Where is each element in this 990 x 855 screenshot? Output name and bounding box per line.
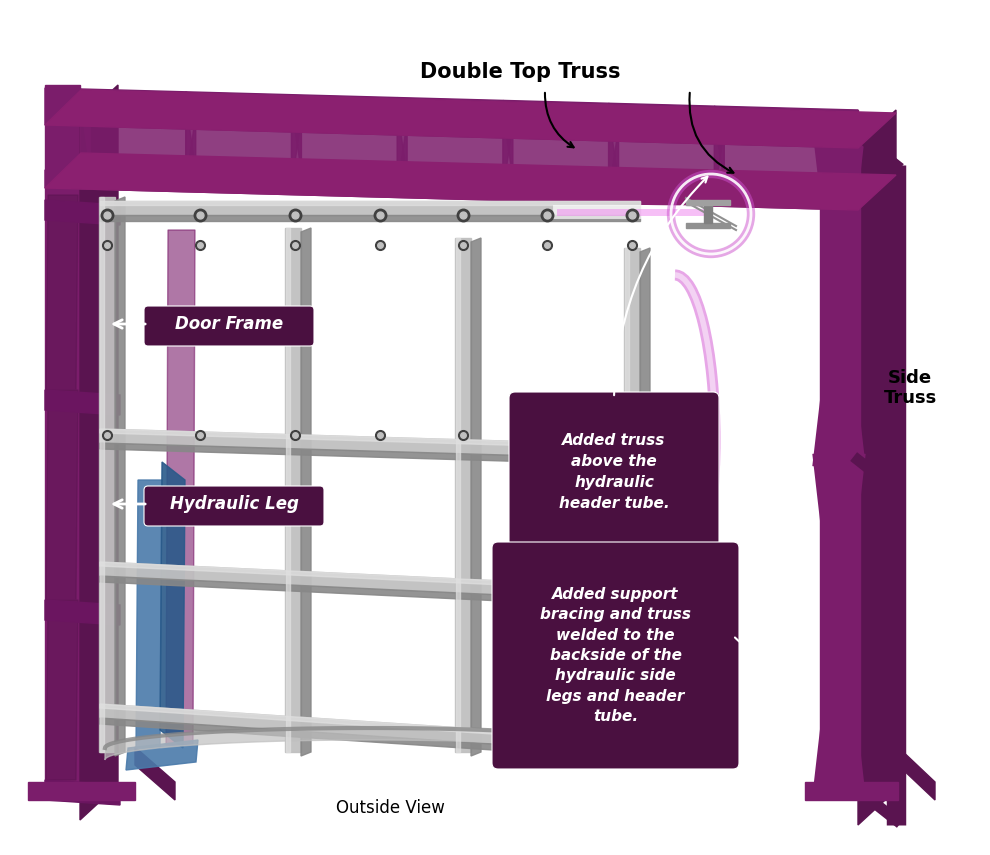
Polygon shape [898, 747, 935, 800]
Polygon shape [704, 205, 712, 223]
FancyBboxPatch shape [509, 392, 719, 552]
Polygon shape [46, 600, 78, 780]
Polygon shape [397, 97, 407, 185]
Polygon shape [80, 89, 90, 176]
Polygon shape [285, 228, 301, 752]
Polygon shape [46, 600, 78, 780]
Polygon shape [45, 88, 858, 148]
Polygon shape [397, 108, 515, 192]
Text: Door Frame: Door Frame [175, 315, 283, 333]
Polygon shape [46, 390, 78, 600]
Polygon shape [115, 197, 125, 756]
Polygon shape [28, 782, 135, 800]
Polygon shape [471, 238, 481, 756]
Polygon shape [100, 443, 637, 465]
FancyBboxPatch shape [492, 542, 739, 769]
Polygon shape [99, 197, 115, 752]
Polygon shape [100, 562, 635, 592]
Polygon shape [166, 230, 195, 745]
Polygon shape [46, 195, 78, 390]
Polygon shape [80, 85, 118, 820]
Polygon shape [45, 90, 896, 148]
Polygon shape [105, 728, 635, 760]
Polygon shape [100, 704, 632, 743]
Polygon shape [286, 228, 290, 752]
Polygon shape [100, 562, 635, 601]
Polygon shape [45, 390, 120, 415]
Polygon shape [186, 91, 196, 179]
Polygon shape [291, 104, 409, 190]
Polygon shape [858, 110, 896, 825]
Polygon shape [100, 201, 640, 215]
Polygon shape [136, 480, 162, 748]
Text: Added truss
above the
hydraulic
header tube.: Added truss above the hydraulic header t… [558, 433, 669, 511]
Polygon shape [503, 100, 513, 187]
Polygon shape [100, 215, 640, 221]
Polygon shape [715, 106, 725, 193]
Polygon shape [186, 102, 303, 186]
Polygon shape [715, 116, 832, 201]
Text: Added support
bracing and truss
welded to the
backside of the
hydraulic side
leg: Added support bracing and truss welded t… [540, 587, 691, 724]
Polygon shape [640, 248, 650, 744]
Polygon shape [609, 103, 619, 190]
FancyBboxPatch shape [144, 486, 324, 526]
Polygon shape [100, 201, 640, 205]
Polygon shape [100, 718, 632, 759]
Polygon shape [100, 197, 104, 752]
FancyBboxPatch shape [144, 306, 314, 346]
Polygon shape [45, 85, 80, 785]
Polygon shape [100, 576, 635, 607]
Polygon shape [45, 170, 858, 210]
Polygon shape [45, 200, 120, 225]
Polygon shape [46, 195, 78, 390]
Polygon shape [126, 740, 198, 770]
Polygon shape [503, 110, 621, 195]
Polygon shape [455, 238, 471, 752]
Polygon shape [45, 780, 120, 805]
Polygon shape [456, 238, 460, 752]
Polygon shape [609, 113, 727, 198]
Polygon shape [838, 130, 860, 790]
Polygon shape [100, 704, 632, 753]
Polygon shape [45, 600, 120, 625]
Polygon shape [301, 228, 311, 756]
Polygon shape [46, 390, 78, 600]
Polygon shape [805, 782, 898, 800]
Polygon shape [820, 110, 858, 790]
Text: Hydraulic Leg: Hydraulic Leg [169, 495, 298, 513]
Polygon shape [80, 99, 198, 184]
Polygon shape [100, 429, 637, 459]
Polygon shape [45, 153, 896, 210]
Polygon shape [135, 747, 175, 800]
Polygon shape [100, 429, 637, 449]
Text: Outside View: Outside View [336, 799, 445, 817]
Text: Double Top Truss: Double Top Truss [420, 62, 621, 82]
Polygon shape [291, 95, 301, 181]
Polygon shape [160, 462, 185, 748]
Polygon shape [686, 223, 730, 228]
Polygon shape [686, 200, 730, 205]
Polygon shape [624, 248, 640, 740]
Polygon shape [625, 248, 629, 740]
Text: Side
Truss: Side Truss [883, 369, 937, 407]
